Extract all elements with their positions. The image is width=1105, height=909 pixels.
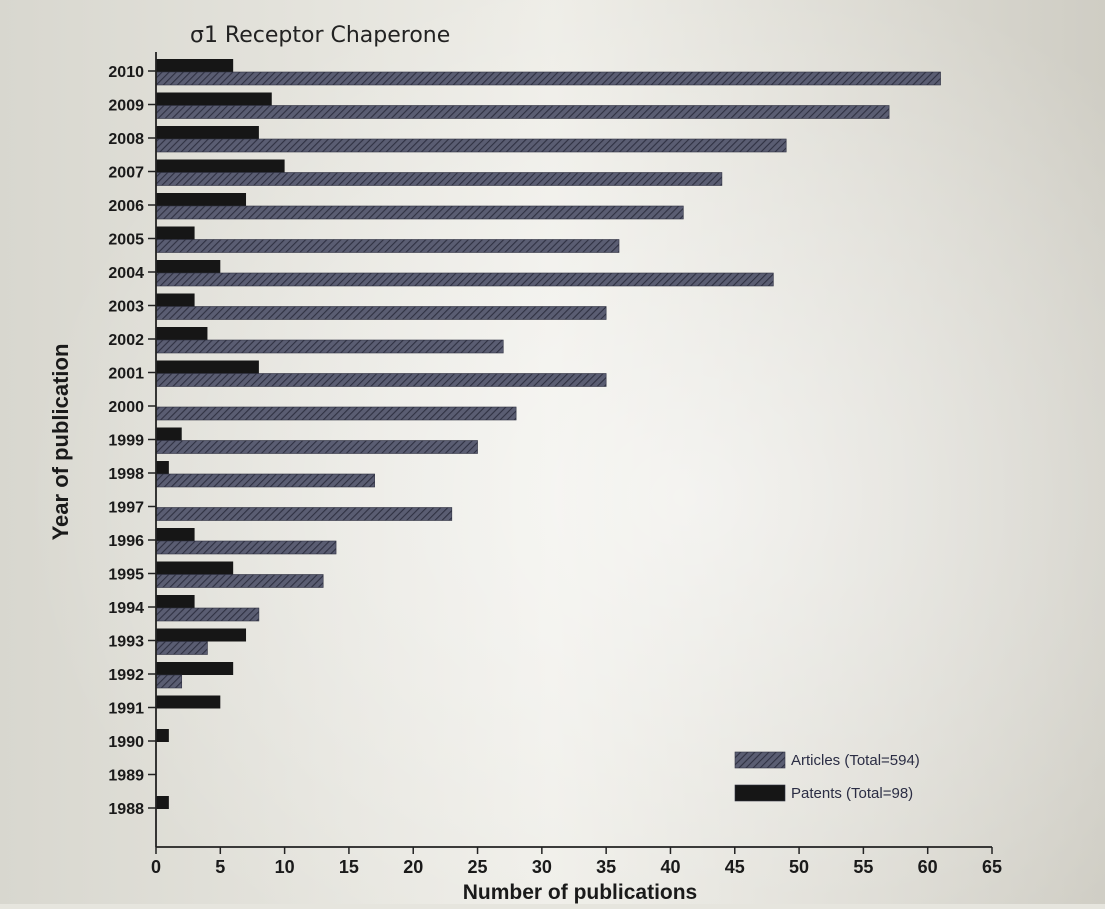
bar-patents-1999 <box>156 427 182 441</box>
y-tick-label-2008: 2008 <box>108 131 144 148</box>
bar-patents-2003 <box>156 293 195 307</box>
y-tick-label-1993: 1993 <box>108 634 144 651</box>
x-tick-label-10: 10 <box>275 857 295 877</box>
x-tick-label-15: 15 <box>339 857 359 877</box>
x-tick-label-30: 30 <box>532 857 552 877</box>
axes-group: 2010200920082007200620052004200320022001… <box>108 52 1002 877</box>
bar-patents-2005 <box>156 226 195 240</box>
bar-patents-1993 <box>156 628 247 642</box>
bar-articles-1994 <box>155 607 260 622</box>
y-tick-label-1997: 1997 <box>108 500 144 517</box>
bar-articles-1992 <box>155 674 183 689</box>
bar-articles-2003 <box>155 306 607 320</box>
bar-patents-2008 <box>156 126 259 139</box>
y-tick-label-1991: 1991 <box>108 701 144 718</box>
y-tick-label-2001: 2001 <box>108 366 144 383</box>
x-tick-label-40: 40 <box>660 857 680 877</box>
y-tick-label-1992: 1992 <box>108 667 144 684</box>
bar-patents-2007 <box>156 159 285 173</box>
bar-patents-1992 <box>156 662 234 675</box>
y-tick-label-1998: 1998 <box>108 466 144 483</box>
y-tick-label-2006: 2006 <box>108 198 144 215</box>
y-tick-label-1989: 1989 <box>108 768 144 785</box>
bar-articles-2010 <box>155 71 941 86</box>
y-tick-label-2003: 2003 <box>108 299 144 316</box>
bar-articles-1997 <box>155 507 453 521</box>
x-tick-label-35: 35 <box>596 857 616 877</box>
y-tick-label-2010: 2010 <box>108 64 144 81</box>
x-tick-label-5: 5 <box>215 857 225 877</box>
bar-articles-1998 <box>155 473 375 488</box>
bar-patents-1990 <box>156 729 169 742</box>
legend-swatch-articles <box>734 751 786 769</box>
bar-articles-1993 <box>155 641 208 655</box>
y-tick-label-1995: 1995 <box>108 567 144 584</box>
bar-patents-2009 <box>156 92 272 106</box>
y-tick-label-1990: 1990 <box>108 734 144 751</box>
y-tick-label-2007: 2007 <box>108 165 144 182</box>
x-tick-label-50: 50 <box>789 857 809 877</box>
x-tick-label-45: 45 <box>725 857 745 877</box>
bar-patents-2006 <box>156 193 247 206</box>
x-tick-label-65: 65 <box>982 857 1002 877</box>
bar-articles-2000 <box>155 406 517 421</box>
bar-articles-1999 <box>155 440 478 454</box>
bars-group <box>155 59 941 809</box>
bar-articles-2008 <box>155 138 787 153</box>
bar-patents-1996 <box>156 528 195 541</box>
bar-articles-1996 <box>155 540 337 555</box>
legend-swatch-patents <box>734 784 786 802</box>
y-tick-label-2009: 2009 <box>108 98 144 115</box>
y-tick-label-2004: 2004 <box>108 265 144 282</box>
bar-patents-2004 <box>156 260 221 273</box>
y-tick-label-1999: 1999 <box>108 433 144 450</box>
chart-title: σ1 Receptor Chaperone <box>190 23 450 48</box>
bar-patents-1998 <box>156 461 169 474</box>
x-tick-label-25: 25 <box>468 857 488 877</box>
y-tick-label-1988: 1988 <box>108 801 144 818</box>
bar-patents-2010 <box>156 59 234 72</box>
x-tick-label-60: 60 <box>918 857 938 877</box>
y-tick-label-2005: 2005 <box>108 232 144 249</box>
x-tick-label-20: 20 <box>403 857 423 877</box>
y-tick-label-1996: 1996 <box>108 533 144 550</box>
y-axis-label: Year of publication <box>48 344 73 541</box>
bar-articles-2005 <box>155 239 620 253</box>
legend-label-articles: Articles (Total=594) <box>791 752 920 769</box>
bar-articles-1995 <box>155 574 324 588</box>
bar-patents-2001 <box>156 360 259 374</box>
bar-patents-1994 <box>156 595 195 608</box>
bar-articles-2004 <box>155 272 774 287</box>
legend-label-patents: Patents (Total=98) <box>791 785 913 802</box>
x-axis-label: Number of publications <box>463 881 698 904</box>
bar-articles-2006 <box>155 205 684 220</box>
x-tick-label-0: 0 <box>151 857 161 877</box>
bar-articles-2007 <box>155 172 723 186</box>
x-tick-label-55: 55 <box>853 857 873 877</box>
y-tick-label-1994: 1994 <box>108 600 144 617</box>
bar-articles-2009 <box>155 105 890 119</box>
bar-articles-2002 <box>155 339 504 354</box>
bar-patents-1995 <box>156 561 234 575</box>
bar-articles-2001 <box>155 373 607 387</box>
legend: Articles (Total=594) Patents (Total=98) <box>734 751 920 802</box>
y-tick-label-2000: 2000 <box>108 399 144 416</box>
bar-patents-1991 <box>156 695 221 709</box>
bar-patents-2002 <box>156 327 208 340</box>
bar-patents-1988 <box>156 796 169 809</box>
y-tick-label-2002: 2002 <box>108 332 144 349</box>
